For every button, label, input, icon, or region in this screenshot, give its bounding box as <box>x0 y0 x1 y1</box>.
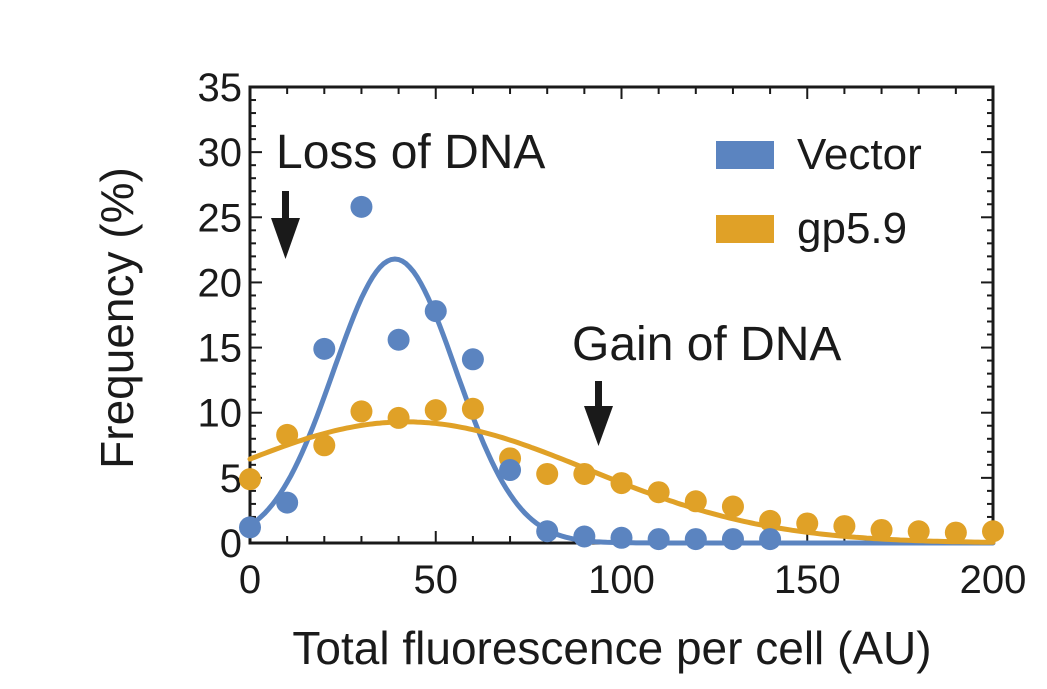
data-point-gp5-9 <box>759 509 782 532</box>
data-point-vector <box>684 528 707 551</box>
data-point-vector <box>313 337 336 360</box>
data-point-gp5-9 <box>796 512 819 535</box>
data-point-vector <box>647 528 670 551</box>
data-point-gp5-9 <box>647 481 670 504</box>
data-point-gp5-9 <box>424 399 447 422</box>
data-point-vector <box>387 328 410 351</box>
data-point-vector <box>276 491 299 514</box>
y-tick-label: 25 <box>198 196 243 240</box>
data-point-gp5-9 <box>982 520 1004 543</box>
y-tick-label: 0 <box>220 522 242 566</box>
legend-label-vector: Vector <box>797 130 922 179</box>
data-point-vector <box>350 195 373 218</box>
data-point-gp5-9 <box>573 462 596 485</box>
data-point-gp5-9 <box>907 520 930 543</box>
data-point-vector <box>721 528 744 551</box>
arrow-down-icon <box>271 191 300 259</box>
annotation-loss-of-dna: Loss of DNA <box>276 126 545 179</box>
data-points <box>239 195 1004 551</box>
data-point-vector <box>499 459 522 482</box>
data-point-gp5-9 <box>239 468 261 491</box>
data-point-vector <box>239 516 261 539</box>
x-tick-label: 0 <box>239 558 261 602</box>
y-tick-label: 30 <box>198 131 243 175</box>
data-point-gp5-9 <box>313 434 336 457</box>
legend-swatch-vector <box>716 141 774 169</box>
arrow-down-icon <box>584 381 613 446</box>
data-point-vector <box>424 300 447 323</box>
data-point-gp5-9 <box>387 406 410 429</box>
x-tick-label: 200 <box>960 558 1027 602</box>
x-tick-label: 50 <box>414 558 459 602</box>
data-point-vector <box>461 348 484 371</box>
y-tick-label: 35 <box>198 66 243 110</box>
annotation-gain-of-dna: Gain of DNA <box>572 318 841 371</box>
data-point-gp5-9 <box>610 472 633 495</box>
y-axis-label: Frequency (%) <box>91 167 143 469</box>
y-tick-label: 5 <box>220 457 242 501</box>
y-tick-label: 10 <box>198 392 243 436</box>
data-point-gp5-9 <box>684 490 707 513</box>
data-point-vector <box>759 528 782 551</box>
data-point-gp5-9 <box>721 495 744 518</box>
y-tick-label: 20 <box>198 261 243 305</box>
data-point-vector <box>610 526 633 549</box>
data-point-gp5-9 <box>461 397 484 420</box>
legend-label-gp5-9: gp5.9 <box>797 204 907 253</box>
data-point-gp5-9 <box>276 423 299 446</box>
data-point-gp5-9 <box>536 462 559 485</box>
data-point-vector <box>536 520 559 543</box>
data-point-gp5-9 <box>350 400 373 423</box>
data-point-vector <box>573 525 596 548</box>
x-axis-label: Total fluorescence per cell (AU) <box>292 622 931 674</box>
x-tick-label: 150 <box>774 558 841 602</box>
data-point-gp5-9 <box>833 515 856 538</box>
x-tick-label: 100 <box>588 558 655 602</box>
tick-labels: 0 50 100 150 200 0 5 10 15 20 25 30 35 <box>198 66 1027 602</box>
data-point-gp5-9 <box>870 518 893 541</box>
legend: Vector gp5.9 <box>716 130 922 253</box>
y-tick-label: 15 <box>198 327 243 371</box>
legend-swatch-gp5-9 <box>716 215 774 243</box>
data-point-gp5-9 <box>944 521 967 544</box>
